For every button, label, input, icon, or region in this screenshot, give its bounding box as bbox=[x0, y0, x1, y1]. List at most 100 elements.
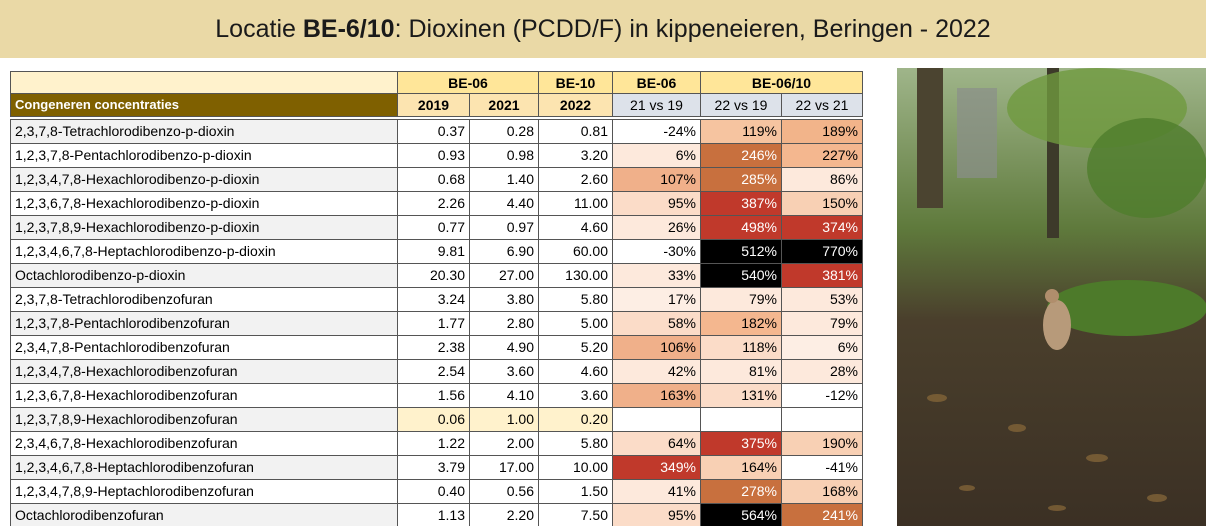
concentration: 2.38 bbox=[397, 335, 470, 360]
concentration: 5.20 bbox=[538, 335, 613, 360]
concentration: 2.54 bbox=[397, 359, 470, 384]
concentration: 1.40 bbox=[469, 167, 539, 192]
change-percent: 17% bbox=[612, 287, 701, 312]
concentration: 5.80 bbox=[538, 287, 613, 312]
change-percent: 119% bbox=[700, 119, 782, 144]
change-percent: 387% bbox=[700, 191, 782, 216]
concentration: 9.81 bbox=[397, 239, 470, 264]
change-percent bbox=[781, 407, 863, 432]
change-percent: 33% bbox=[612, 263, 701, 288]
change-percent: -30% bbox=[612, 239, 701, 264]
change-percent: 150% bbox=[781, 191, 863, 216]
change-percent: 107% bbox=[612, 167, 701, 192]
change-percent: -24% bbox=[612, 119, 701, 144]
change-percent: 182% bbox=[700, 311, 782, 336]
change-percent: 58% bbox=[612, 311, 701, 336]
concentration: 0.28 bbox=[469, 119, 539, 144]
concentration: 2.20 bbox=[469, 503, 539, 526]
change-percent: 168% bbox=[781, 479, 863, 504]
concentration: 5.80 bbox=[538, 431, 613, 456]
congener-name: 1,2,3,4,6,7,8-Heptachlorodibenzofuran bbox=[10, 455, 398, 480]
title-rest: : Dioxinen (PCDD/F) in kippeneieren, Ber… bbox=[395, 15, 991, 44]
concentration: 3.20 bbox=[538, 143, 613, 168]
concentration: 17.00 bbox=[469, 455, 539, 480]
column-header: 22 vs 19 bbox=[700, 93, 782, 117]
change-percent: 241% bbox=[781, 503, 863, 526]
change-percent: 189% bbox=[781, 119, 863, 144]
concentration: 4.60 bbox=[538, 359, 613, 384]
change-percent: 227% bbox=[781, 143, 863, 168]
congener-name: 2,3,4,6,7,8-Hexachlorodibenzofuran bbox=[10, 431, 398, 456]
concentration: 3.60 bbox=[469, 359, 539, 384]
concentration: 0.93 bbox=[397, 143, 470, 168]
congener-name: 1,2,3,7,8,9-Hexachlorodibenzo-p-dioxin bbox=[10, 215, 398, 240]
concentration: 4.60 bbox=[538, 215, 613, 240]
concentration: 2.26 bbox=[397, 191, 470, 216]
congener-name: 1,2,3,7,8-Pentachlorodibenzofuran bbox=[10, 311, 398, 336]
congener-name: 1,2,3,7,8-Pentachlorodibenzo-p-dioxin bbox=[10, 143, 398, 168]
congener-name: Octachlorodibenzofuran bbox=[10, 503, 398, 526]
change-percent: 770% bbox=[781, 239, 863, 264]
change-percent: 246% bbox=[700, 143, 782, 168]
change-percent: 28% bbox=[781, 359, 863, 384]
concentration: 11.00 bbox=[538, 191, 613, 216]
concentration: 0.81 bbox=[538, 119, 613, 144]
change-percent: 81% bbox=[700, 359, 782, 384]
photo bbox=[897, 68, 1206, 526]
concentration: 3.79 bbox=[397, 455, 470, 480]
column-header: 2021 bbox=[469, 93, 539, 117]
change-percent: 374% bbox=[781, 215, 863, 240]
column-header: Congeneren concentraties bbox=[10, 93, 398, 117]
congener-name: 1,2,3,6,7,8-Hexachlorodibenzo-p-dioxin bbox=[10, 191, 398, 216]
column-group: BE-06 bbox=[397, 71, 539, 94]
concentration: 0.77 bbox=[397, 215, 470, 240]
concentration: 0.97 bbox=[469, 215, 539, 240]
congener-name: 1,2,3,4,7,8,9-Heptachlorodibenzofuran bbox=[10, 479, 398, 504]
change-percent bbox=[700, 407, 782, 432]
congener-name: Octachlorodibenzo-p-dioxin bbox=[10, 263, 398, 288]
change-percent: 79% bbox=[700, 287, 782, 312]
change-percent: 95% bbox=[612, 503, 701, 526]
concentration: 0.56 bbox=[469, 479, 539, 504]
change-percent: 6% bbox=[612, 143, 701, 168]
concentration: 7.50 bbox=[538, 503, 613, 526]
congener-name: 2,3,7,8-Tetrachlorodibenzo-p-dioxin bbox=[10, 119, 398, 144]
change-percent: 498% bbox=[700, 215, 782, 240]
congener-name: 1,2,3,4,7,8-Hexachlorodibenzo-p-dioxin bbox=[10, 167, 398, 192]
change-percent: 164% bbox=[700, 455, 782, 480]
change-percent: 42% bbox=[612, 359, 701, 384]
concentration: 2.60 bbox=[538, 167, 613, 192]
concentration: 60.00 bbox=[538, 239, 613, 264]
concentration: 1.22 bbox=[397, 431, 470, 456]
concentration: 4.90 bbox=[469, 335, 539, 360]
change-percent: 6% bbox=[781, 335, 863, 360]
concentration: 1.00 bbox=[469, 407, 539, 432]
change-percent: 375% bbox=[700, 431, 782, 456]
concentration: 10.00 bbox=[538, 455, 613, 480]
change-percent: -12% bbox=[781, 383, 863, 408]
concentration: 4.10 bbox=[469, 383, 539, 408]
change-percent bbox=[612, 407, 701, 432]
concentration: 0.06 bbox=[397, 407, 470, 432]
column-header: 2022 bbox=[538, 93, 613, 117]
column-header: 22 vs 21 bbox=[781, 93, 863, 117]
change-percent: 131% bbox=[700, 383, 782, 408]
change-percent: 278% bbox=[700, 479, 782, 504]
congener-name: 1,2,3,6,7,8-Hexachlorodibenzofuran bbox=[10, 383, 398, 408]
congener-name: 1,2,3,4,6,7,8-Heptachlorodibenzo-p-dioxi… bbox=[10, 239, 398, 264]
change-percent: 564% bbox=[700, 503, 782, 526]
concentration: 1.77 bbox=[397, 311, 470, 336]
change-percent: 106% bbox=[612, 335, 701, 360]
concentration: 3.80 bbox=[469, 287, 539, 312]
concentration: 130.00 bbox=[538, 263, 613, 288]
change-percent: 349% bbox=[612, 455, 701, 480]
change-percent: 285% bbox=[700, 167, 782, 192]
change-percent: 118% bbox=[700, 335, 782, 360]
concentration: 0.68 bbox=[397, 167, 470, 192]
title-band: Locatie BE-6/10: Dioxinen (PCDD/F) in ki… bbox=[0, 0, 1206, 58]
title-location: BE-6/10 bbox=[303, 15, 395, 44]
change-percent: 64% bbox=[612, 431, 701, 456]
column-group: BE-06 bbox=[612, 71, 701, 94]
change-percent: 512% bbox=[700, 239, 782, 264]
